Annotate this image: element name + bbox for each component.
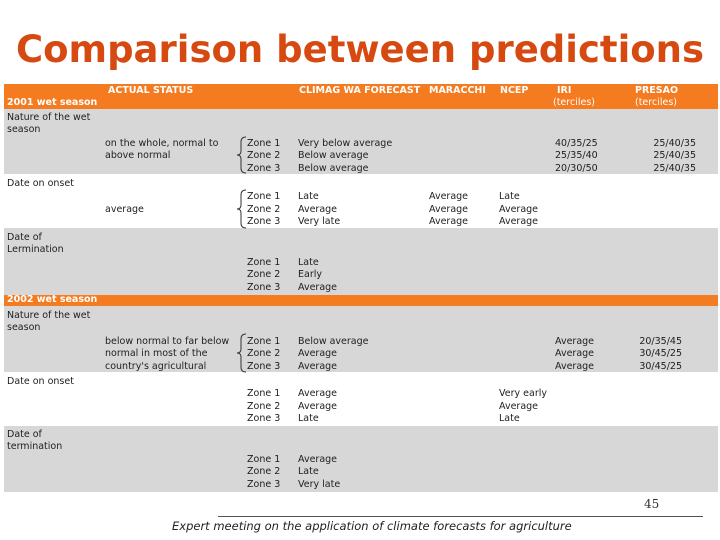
- header-actual-status: ACTUAL STATUS: [108, 85, 194, 96]
- ncep-value: Average: [499, 216, 539, 227]
- climag-value: Average: [298, 282, 338, 293]
- ncep-value: Average: [499, 204, 539, 215]
- termination-label-line1: Date of: [7, 232, 42, 243]
- maracchi-value: Average: [429, 204, 469, 215]
- zone-label: Zone 2: [247, 269, 281, 280]
- iri-value: 25/35/40: [555, 150, 598, 161]
- page-number: 45: [644, 497, 660, 511]
- ncep-value: Very early: [499, 388, 547, 399]
- presao-value: 25/40/35: [653, 150, 696, 161]
- presao-value: 30/45/25: [639, 348, 682, 359]
- ncep-value: Average: [499, 401, 539, 412]
- zone-label: Zone 2: [247, 150, 281, 161]
- climag-value: Below average: [298, 336, 369, 347]
- zone-label: Zone 3: [247, 413, 281, 424]
- presao-value: 20/35/45: [639, 336, 682, 347]
- zone-label: Zone 3: [247, 361, 281, 372]
- zone-label: Zone 2: [247, 466, 281, 477]
- header-presao-sub: (terciles): [635, 97, 677, 108]
- climag-value: Very late: [298, 479, 341, 490]
- climag-value: Late: [298, 413, 319, 424]
- termination-2001-row: [4, 228, 718, 295]
- header-row: [4, 84, 718, 109]
- climag-value: Below average: [298, 150, 369, 161]
- iri-value: 20/30/50: [555, 163, 598, 174]
- actual-2002-nature-1: below normal to far below: [105, 336, 230, 347]
- zone-label: Zone 2: [247, 348, 281, 359]
- nature-label-line1: Nature of the wet: [7, 310, 91, 321]
- presao-value: 30/45/25: [639, 361, 682, 372]
- onset-2002-row: [4, 372, 718, 426]
- header-climag: CLIMAG WA FORECAST: [299, 85, 421, 96]
- nature-2002-row: [4, 306, 718, 372]
- iri-value: Average: [555, 336, 595, 347]
- presao-value: 25/40/35: [653, 163, 696, 174]
- termination-label-line1: Date of: [7, 429, 42, 440]
- termination-label-line2: Lermination: [7, 244, 64, 255]
- ncep-value: Late: [499, 191, 520, 202]
- header-iri-sub: (terciles): [553, 97, 595, 108]
- footer-text: Expert meeting on the application of cli…: [172, 519, 572, 533]
- zone-label: Zone 1: [247, 454, 281, 465]
- climag-value: Early: [298, 269, 322, 280]
- maracchi-value: Average: [429, 216, 469, 227]
- brace-icon: [236, 189, 247, 229]
- nature-label-line1: Nature of the wet: [7, 112, 91, 123]
- actual-2002-nature-3: country's agricultural: [105, 361, 207, 372]
- presao-value: 25/40/35: [653, 138, 696, 149]
- onset-label: Date on onset: [7, 376, 74, 387]
- climag-value: Average: [298, 454, 338, 465]
- zone-label: Zone 1: [247, 257, 281, 268]
- maracchi-value: Average: [429, 191, 469, 202]
- climag-value: Late: [298, 466, 319, 477]
- brace-icon: [236, 136, 247, 174]
- nature-label-line2: season: [7, 322, 41, 333]
- season-2001-label: 2001 wet season: [7, 97, 98, 108]
- actual-2002-nature-2: normal in most of the: [105, 348, 208, 359]
- climag-value: Average: [298, 348, 338, 359]
- slide-title: Comparison between predictions: [15, 28, 705, 71]
- nature-label-line2: season: [7, 124, 41, 135]
- iri-value: 40/35/25: [555, 138, 598, 149]
- climag-value: Late: [298, 191, 319, 202]
- climag-value: Average: [298, 401, 338, 412]
- footer-divider: [218, 516, 703, 517]
- actual-2001-nature-1: on the whole, normal to: [105, 138, 219, 149]
- zone-label: Zone 3: [247, 282, 281, 293]
- nature-2001-row: [4, 109, 718, 174]
- zone-label: Zone 2: [247, 204, 281, 215]
- iri-value: Average: [555, 348, 595, 359]
- actual-2001-nature-2: above normal: [105, 150, 171, 161]
- comparison-table: ACTUAL STATUS CLIMAG WA FORECAST MARACCH…: [4, 84, 718, 492]
- zone-label: Zone 1: [247, 191, 281, 202]
- zone-label: Zone 3: [247, 216, 281, 227]
- iri-value: Average: [555, 361, 595, 372]
- zone-label: Zone 1: [247, 138, 281, 149]
- brace-icon: [236, 333, 247, 373]
- season-2002-label: 2002 wet season: [7, 294, 98, 305]
- season-2002-row: [4, 295, 718, 306]
- climag-value: Late: [298, 257, 319, 268]
- climag-value: Average: [298, 204, 338, 215]
- climag-value: Very below average: [298, 138, 393, 149]
- climag-value: Very late: [298, 216, 341, 227]
- header-maracchi: MARACCHI: [429, 85, 486, 96]
- climag-value: Average: [298, 388, 338, 399]
- termination-2002-row: [4, 426, 718, 492]
- termination-label-line2: termination: [7, 441, 63, 452]
- header-presao: PRESAO: [635, 85, 679, 96]
- zone-label: Zone 3: [247, 479, 281, 490]
- onset-label: Date on onset: [7, 178, 74, 189]
- header-ncep: NCEP: [500, 85, 529, 96]
- zone-label: Zone 1: [247, 336, 281, 347]
- zone-label: Zone 2: [247, 401, 281, 412]
- actual-2001-onset: average: [105, 204, 144, 215]
- zone-label: Zone 3: [247, 163, 281, 174]
- zone-label: Zone 1: [247, 388, 281, 399]
- climag-value: Below average: [298, 163, 369, 174]
- header-iri: IRI: [557, 85, 572, 96]
- ncep-value: Late: [499, 413, 520, 424]
- climag-value: Average: [298, 361, 338, 372]
- onset-2001-row: [4, 174, 718, 228]
